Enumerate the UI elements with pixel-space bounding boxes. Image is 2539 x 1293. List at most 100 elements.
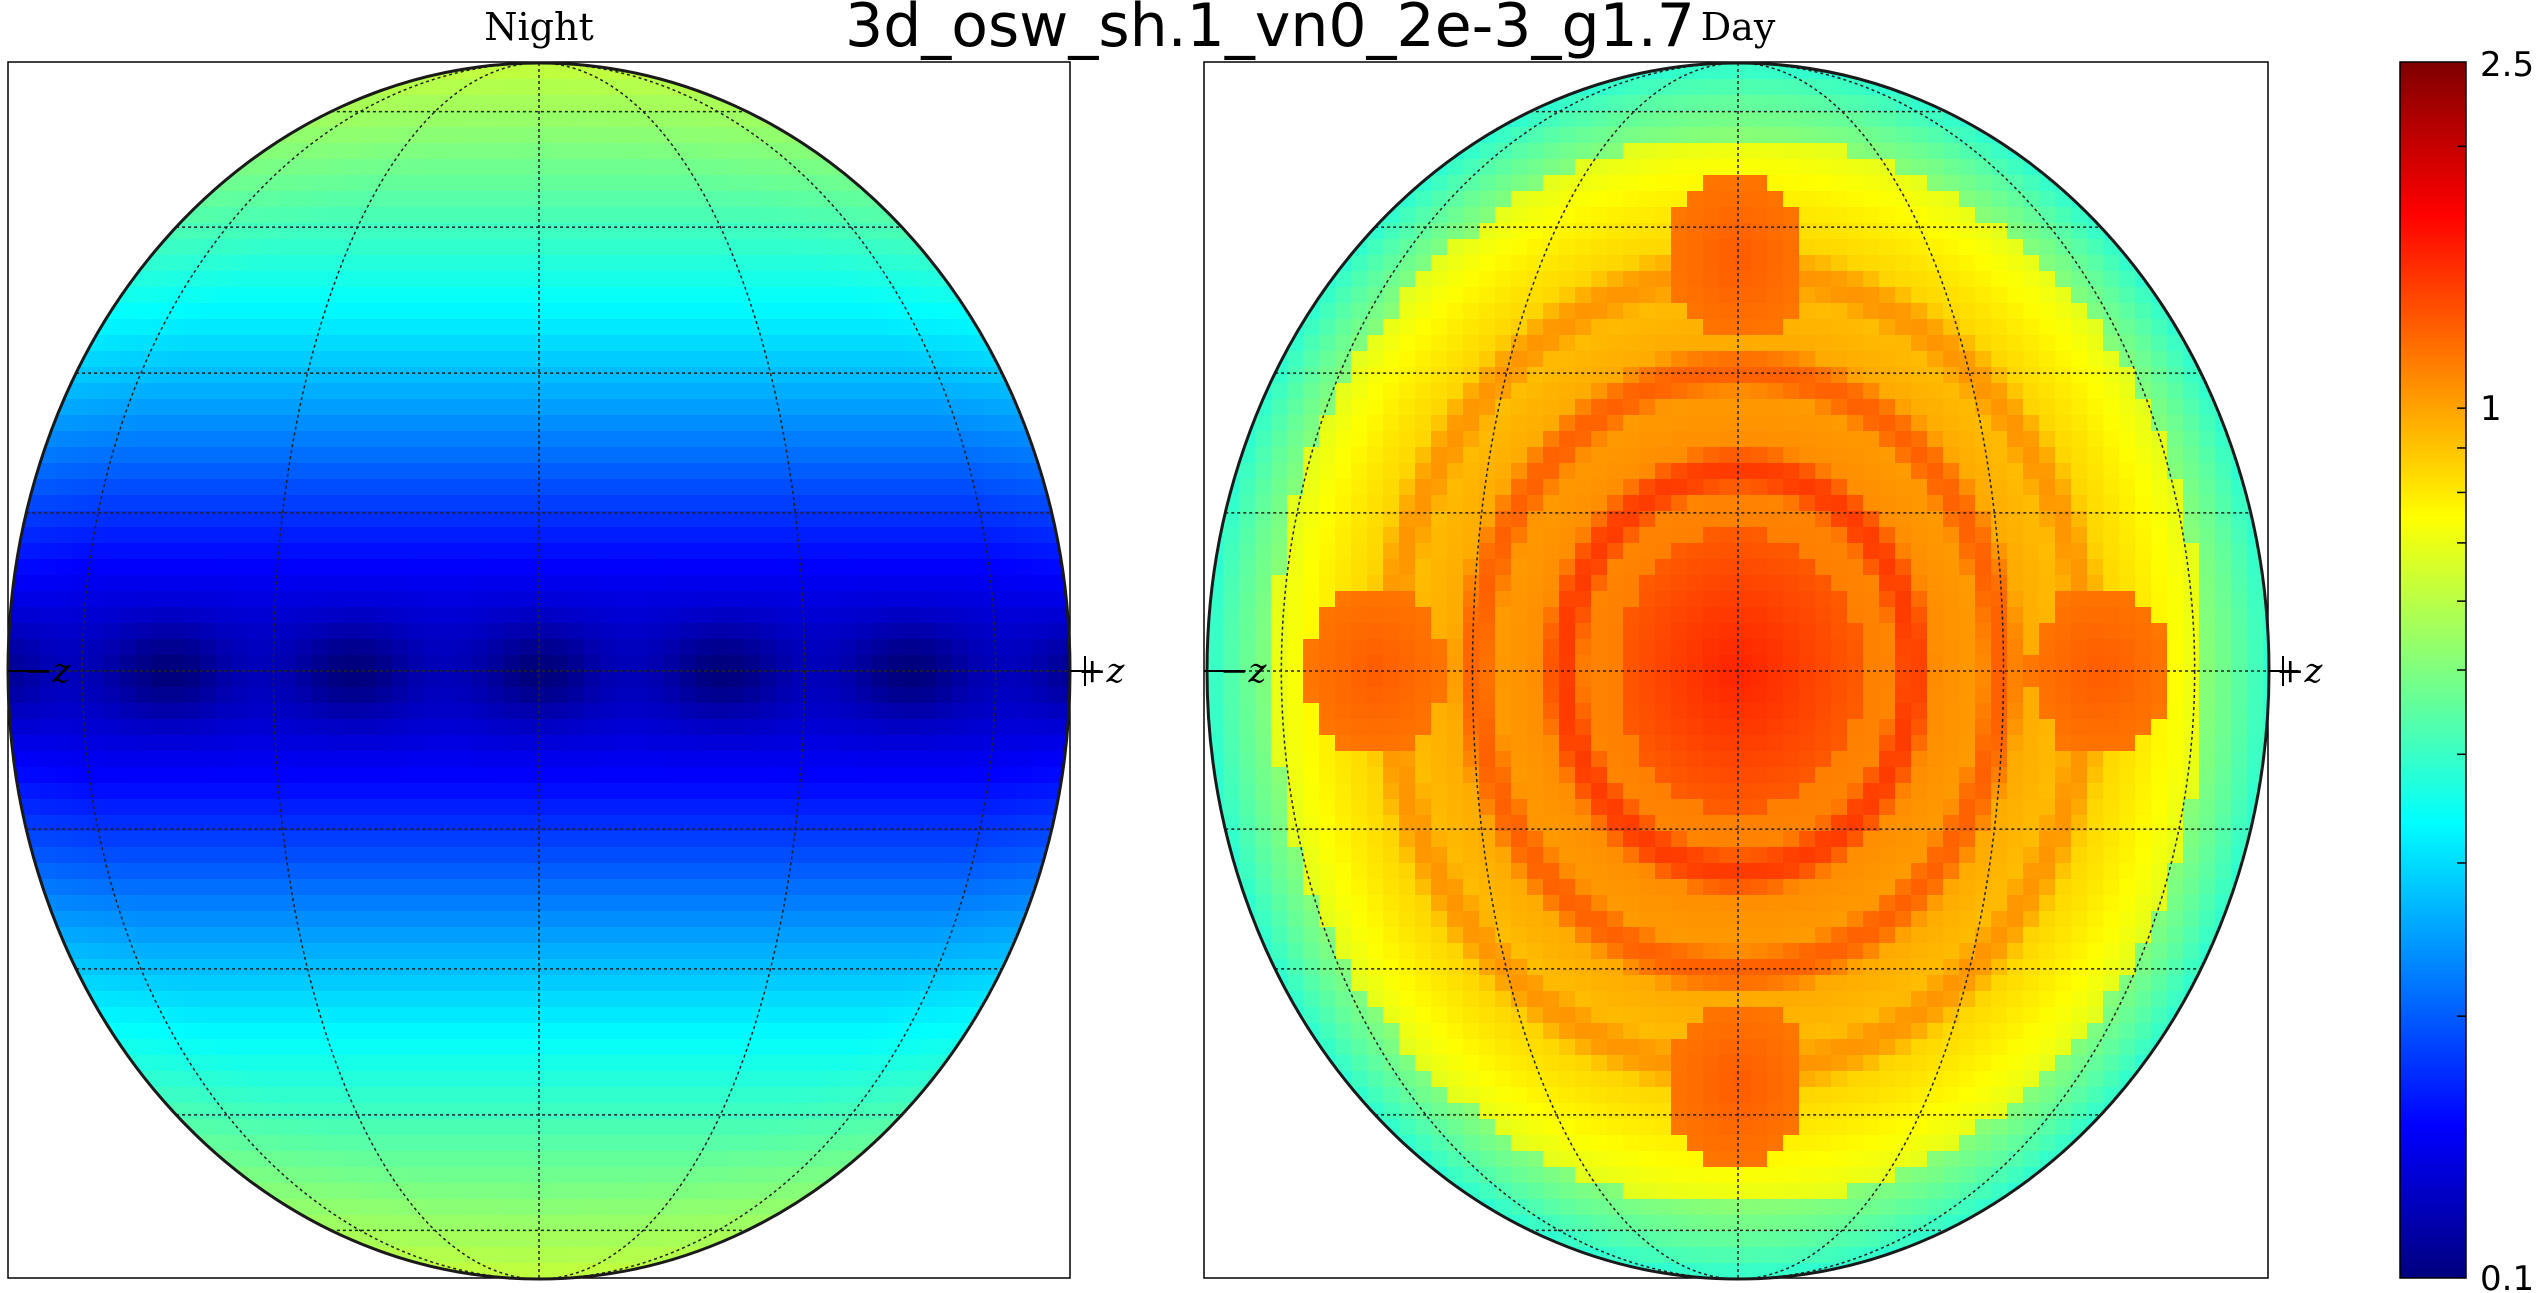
night-heatmap-cell: [600, 63, 617, 80]
night-heatmap-cell: [232, 863, 249, 880]
night-heatmap-cell: [424, 607, 441, 624]
night-heatmap-cell: [504, 975, 521, 992]
night-heatmap-cell: [360, 1135, 377, 1152]
night-heatmap-cell: [632, 591, 649, 608]
night-heatmap-cell: [728, 783, 745, 800]
day-heatmap-cell: [1751, 79, 1768, 96]
night-heatmap-cell: [872, 319, 889, 336]
night-heatmap-cell: [760, 639, 777, 656]
night-heatmap-cell: [952, 447, 969, 464]
day-heatmap-cell: [1463, 239, 1480, 256]
night-heatmap-cell: [24, 431, 41, 448]
night-heatmap-cell: [712, 575, 729, 592]
night-heatmap-cell: [456, 351, 473, 368]
night-heatmap-cell: [328, 767, 345, 784]
night-heatmap-cell: [328, 175, 345, 192]
night-heatmap-cell: [344, 719, 361, 736]
night-heatmap-cell: [440, 863, 457, 880]
day-heatmap-cell: [1799, 79, 1816, 96]
night-heatmap-cell: [1064, 639, 1070, 656]
night-heatmap-cell: [552, 127, 569, 144]
night-heatmap-cell: [392, 751, 409, 768]
night-heatmap-cell: [616, 1231, 633, 1248]
night-heatmap-cell: [664, 1183, 681, 1200]
night-heatmap-cell: [200, 607, 217, 624]
night-heatmap-cell: [312, 383, 329, 400]
night-heatmap-cell: [312, 975, 329, 992]
day-heatmap-cell: [1607, 159, 1624, 176]
night-heatmap-cell: [568, 895, 585, 912]
night-heatmap-cell: [184, 1055, 201, 1072]
night-heatmap-cell: [536, 1007, 553, 1024]
night-heatmap-cell: [296, 831, 313, 848]
night-heatmap-cell: [744, 415, 761, 432]
day-heatmap-cell: [1463, 319, 1480, 336]
night-heatmap-cell: [888, 255, 905, 272]
night-heatmap-cell: [440, 1055, 457, 1072]
night-heatmap-cell: [184, 591, 201, 608]
night-heatmap-cell: [680, 287, 697, 304]
night-heatmap-cell: [680, 639, 697, 656]
night-heatmap-cell: [648, 1039, 665, 1056]
night-heatmap-cell: [760, 255, 777, 272]
night-heatmap-cell: [40, 495, 57, 512]
night-heatmap-cell: [712, 111, 729, 128]
night-heatmap-cell: [216, 959, 233, 976]
night-heatmap-cell: [328, 815, 345, 832]
night-heatmap-cell: [376, 335, 393, 352]
night-heatmap-cell: [632, 1007, 649, 1024]
night-heatmap-cell: [664, 1039, 681, 1056]
day-heatmap-cell: [1815, 255, 1832, 272]
day-heatmap-cell: [1959, 191, 1976, 208]
night-heatmap-cell: [536, 1231, 553, 1248]
night-heatmap-cell: [376, 975, 393, 992]
night-heatmap-cell: [520, 399, 537, 416]
night-heatmap-cell: [232, 751, 249, 768]
night-heatmap-cell: [296, 303, 313, 320]
night-heatmap-cell: [360, 559, 377, 576]
night-heatmap-cell: [888, 463, 905, 480]
night-heatmap-cell: [24, 591, 41, 608]
night-heatmap-cell: [216, 799, 233, 816]
night-heatmap-cell: [264, 591, 281, 608]
night-heatmap-cell: [776, 783, 793, 800]
night-heatmap-cell: [888, 351, 905, 368]
day-heatmap-cell: [1671, 127, 1688, 144]
day-heatmap-cell: [1879, 239, 1896, 256]
night-heatmap-cell: [824, 399, 841, 416]
night-heatmap-cell: [680, 431, 697, 448]
night-heatmap-cell: [328, 431, 345, 448]
night-heatmap-cell: [280, 1103, 297, 1120]
day-heatmap-cell: [1671, 223, 1688, 240]
night-heatmap-cell: [584, 1135, 601, 1152]
night-heatmap-cell: [232, 623, 249, 640]
night-heatmap-cell: [584, 159, 601, 176]
night-heatmap-cell: [680, 927, 697, 944]
night-heatmap-cell: [888, 863, 905, 880]
day-heatmap-cell: [1559, 239, 1576, 256]
night-heatmap-cell: [216, 639, 233, 656]
night-heatmap-cell: [936, 655, 953, 672]
night-heatmap-cell: [536, 1151, 553, 1168]
night-heatmap-cell: [520, 815, 537, 832]
night-heatmap-cell: [408, 479, 425, 496]
night-heatmap-cell: [712, 815, 729, 832]
day-heatmap-cell: [1879, 303, 1896, 320]
night-heatmap-cell: [632, 735, 649, 752]
night-heatmap-cell: [632, 815, 649, 832]
night-heatmap-cell: [840, 543, 857, 560]
day-heatmap-cell: [1687, 127, 1704, 144]
night-heatmap-cell: [904, 735, 921, 752]
night-heatmap-cell: [488, 991, 505, 1008]
night-heatmap-cell: [264, 1103, 281, 1120]
night-heatmap-cell: [424, 543, 441, 560]
day-heatmap-cell: [1863, 175, 1880, 192]
night-heatmap-cell: [552, 879, 569, 896]
night-heatmap: [8, 63, 1070, 1279]
night-heatmap-cell: [440, 207, 457, 224]
night-heatmap-cell: [56, 767, 73, 784]
night-heatmap-cell: [8, 751, 25, 768]
day-heatmap-cell: [1543, 255, 1560, 272]
night-heatmap-cell: [456, 223, 473, 240]
night-heatmap-cell: [104, 351, 121, 368]
